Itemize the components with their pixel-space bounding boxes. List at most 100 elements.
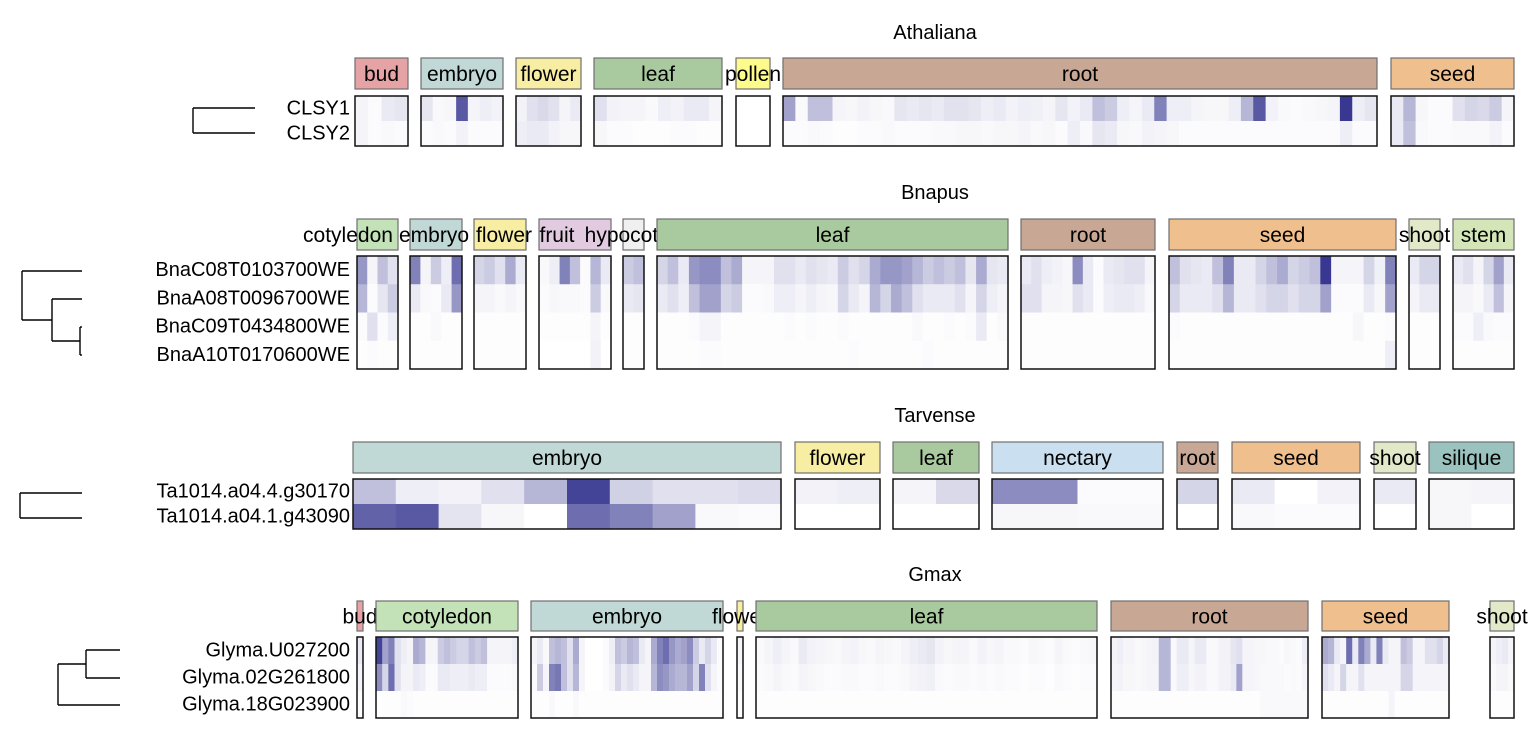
heatmap-cell xyxy=(1169,312,1181,342)
heatmap-cell xyxy=(1419,256,1431,285)
heatmap-cell xyxy=(1179,121,1192,147)
tissue-label: fruit xyxy=(539,224,574,247)
heatmap-cells xyxy=(516,96,582,147)
heatmap-cell xyxy=(382,664,389,692)
heatmap-cell xyxy=(468,637,476,665)
heatmap-cell xyxy=(1298,340,1310,370)
heatmap-cell xyxy=(1496,691,1503,719)
heatmap-cell xyxy=(936,479,980,505)
heatmap-cell xyxy=(1218,691,1225,719)
heatmap-cell xyxy=(969,637,979,665)
heatmap-cell xyxy=(1111,691,1118,719)
heatmap-cell xyxy=(720,312,732,342)
heatmap-cell xyxy=(1242,637,1249,665)
heatmap-cell xyxy=(1134,256,1146,285)
heatmap-cell xyxy=(1471,504,1515,530)
heatmap-cell xyxy=(1503,340,1515,370)
heatmap-cell xyxy=(585,637,592,665)
heatmap-cell xyxy=(742,312,754,342)
heatmap-cell xyxy=(400,637,408,665)
heatmap-cell xyxy=(1272,691,1279,719)
heatmap-cell xyxy=(837,340,849,370)
heatmap-cells xyxy=(737,637,744,719)
heatmap-cell xyxy=(1490,637,1497,665)
heatmap-cell xyxy=(965,340,977,370)
heatmap-cell xyxy=(773,664,782,692)
heatmap-cell xyxy=(367,284,378,313)
heatmap-cell xyxy=(1154,121,1168,147)
heatmap-cell xyxy=(487,691,494,719)
heatmap-cell xyxy=(1315,121,1328,147)
heatmap-cell xyxy=(1212,284,1224,313)
heatmap-cell xyxy=(1298,284,1310,313)
heatmap-cell xyxy=(943,637,953,665)
heatmap-cell xyxy=(892,664,902,692)
heatmap-cell xyxy=(1473,256,1484,285)
heatmap-cell xyxy=(474,284,485,313)
heatmap-cell xyxy=(720,340,732,370)
heatmap-cell xyxy=(420,256,432,285)
tissue-block-embryo: embryo xyxy=(399,218,469,370)
heatmap-cell xyxy=(1179,256,1192,285)
tissue-block-seed: seed xyxy=(1321,600,1450,719)
heatmap-cell xyxy=(764,637,774,665)
heatmap-cell xyxy=(986,637,996,665)
heatmap-cell xyxy=(894,96,908,122)
heatmap-cell xyxy=(795,504,838,530)
heatmap-cell xyxy=(912,256,924,285)
heatmap-cell xyxy=(1254,691,1261,719)
heatmap-cell xyxy=(606,121,620,147)
heatmap-cell xyxy=(678,256,690,285)
gene-label: BnaA10T0170600WE xyxy=(157,344,350,366)
heatmap-cell xyxy=(481,479,525,505)
heatmap-cell xyxy=(683,96,697,122)
heatmap-cell xyxy=(1242,664,1249,692)
heatmap-cell xyxy=(1409,284,1420,313)
heatmap-cell xyxy=(580,256,591,285)
heatmap-cell xyxy=(687,691,694,719)
heatmap-cell xyxy=(493,664,500,692)
heatmap-cell xyxy=(681,691,688,719)
heatmap-cell xyxy=(1154,96,1168,122)
heatmap-cell xyxy=(909,691,919,719)
heatmap-cell xyxy=(1200,664,1207,692)
heatmap-cell xyxy=(623,340,634,370)
heatmap-cell xyxy=(859,256,871,285)
heatmap-cell xyxy=(479,96,492,122)
heatmap-cell xyxy=(720,256,732,285)
heatmap-cell xyxy=(1071,691,1081,719)
heatmap-frame xyxy=(1408,255,1441,370)
heatmap-cell xyxy=(1236,637,1243,665)
heatmap-cell xyxy=(1274,479,1318,505)
tissue-annotation-bar xyxy=(892,441,980,474)
tissue-label: bud xyxy=(342,606,377,629)
heatmap-cell xyxy=(1278,637,1285,665)
heatmap-cell xyxy=(437,664,445,692)
tissue-label: embryo xyxy=(592,606,662,629)
heatmap-cell xyxy=(695,479,739,505)
heatmap-cell xyxy=(1082,256,1094,285)
heatmap-cells xyxy=(474,256,527,370)
heatmap-cell xyxy=(1477,96,1490,122)
heatmap-cell xyxy=(431,664,439,692)
heatmap-cell xyxy=(1179,312,1192,342)
heatmap-cell xyxy=(1134,340,1146,370)
heatmap-cell xyxy=(487,664,494,692)
heatmap-cell xyxy=(849,691,859,719)
heatmap-cell xyxy=(1424,664,1432,692)
heatmap-cell xyxy=(901,256,913,285)
heatmap-cell xyxy=(705,637,712,665)
heatmap-cell xyxy=(922,340,934,370)
heatmap-cell xyxy=(1230,664,1237,692)
heatmap-cell xyxy=(1440,96,1453,122)
heatmap-cells xyxy=(531,637,724,719)
heatmap-cell xyxy=(1364,637,1371,665)
heatmap-cell xyxy=(1248,664,1255,692)
tissue-label: root xyxy=(1062,63,1098,86)
heatmap-cell xyxy=(1440,121,1453,147)
tissue-label: flower xyxy=(476,224,532,247)
species-panel-gmax: Gmax Glyma.U027200 Glyma.02G261800 Glyma.18… xyxy=(57,564,1528,719)
heatmap-cell xyxy=(783,121,796,147)
heatmap-cell xyxy=(1203,121,1217,147)
heatmap-cell xyxy=(657,312,669,342)
